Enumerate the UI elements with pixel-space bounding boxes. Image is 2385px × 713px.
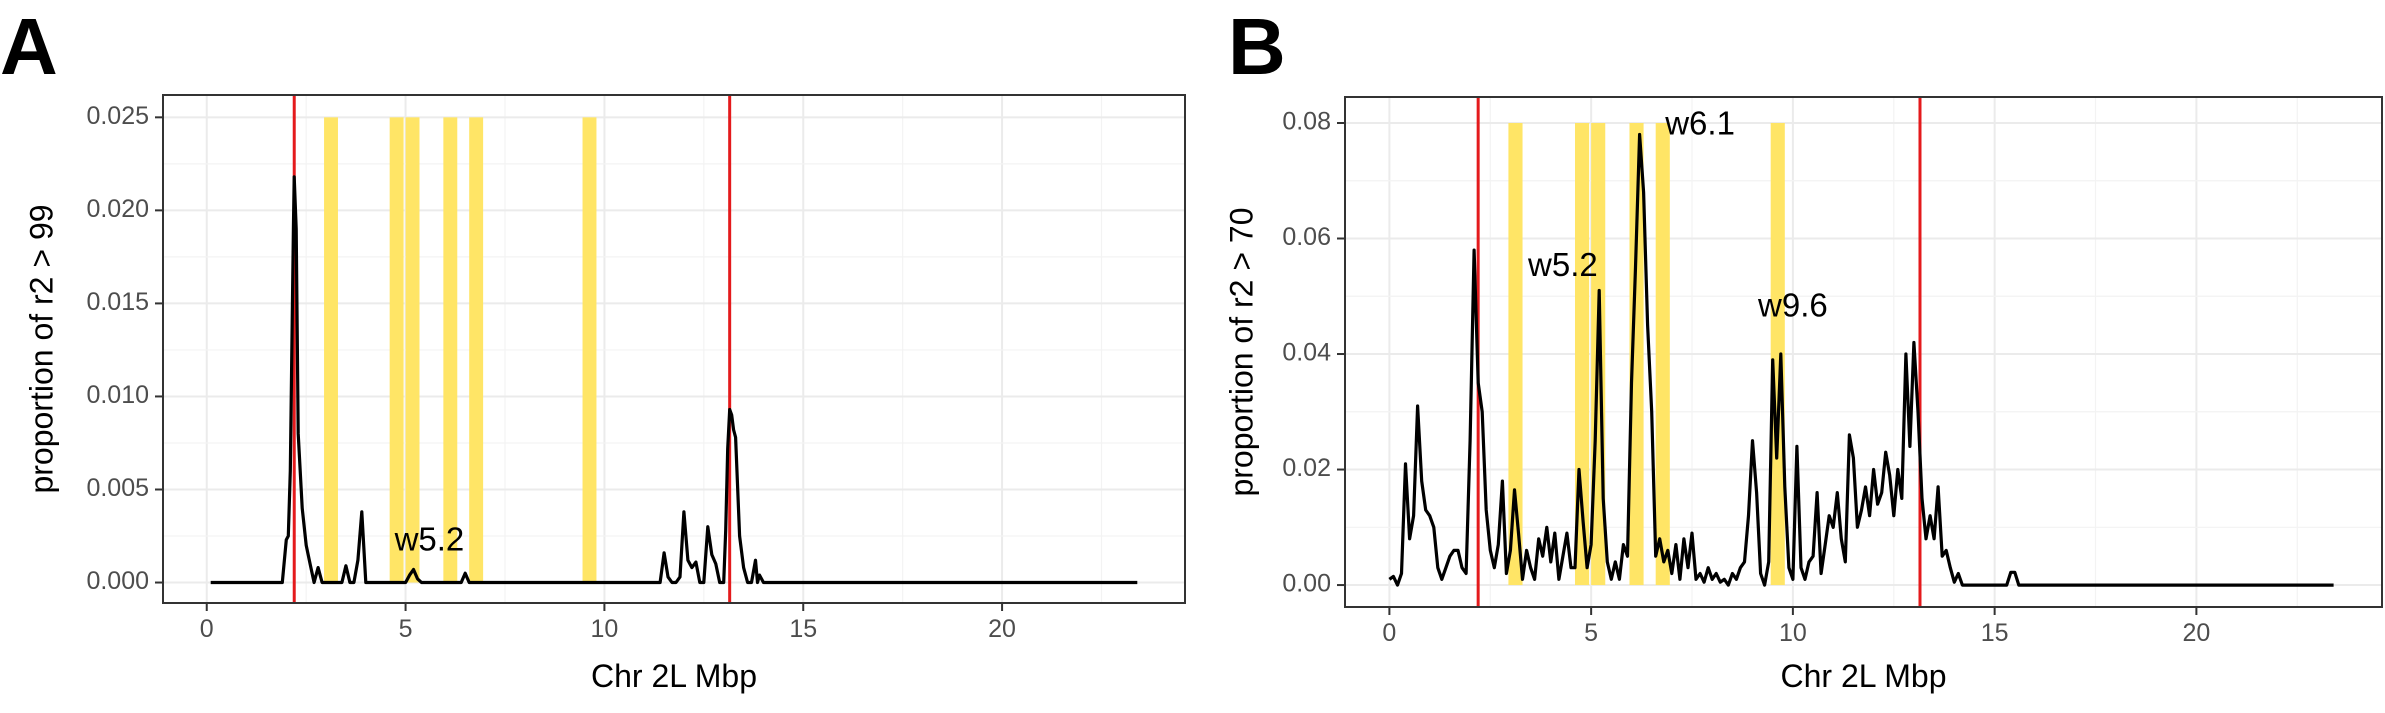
x-tick-label: 10 <box>591 615 619 643</box>
x-tick-label: 0 <box>1382 619 1396 647</box>
highlight-band <box>405 117 420 583</box>
y-tick-label: 0.020 <box>86 195 149 223</box>
highlight-band <box>324 117 338 583</box>
annotation-label: w5.2 <box>394 520 465 557</box>
panel-tag-label: B <box>1228 2 1286 91</box>
annotation-label: w9.6 <box>1757 287 1828 324</box>
panel-b: w5.2 w6.1 w9.6 0 5 10 15 20 0.00 0.02 0.04 0.06 0.08… <box>1223 2 2383 694</box>
panel-tag-label: A <box>0 2 58 91</box>
highlight-band <box>1655 122 1670 586</box>
y-tick-label: 0.000 <box>86 567 149 595</box>
y-axis-title: proportion of r2 > 99 <box>23 204 59 493</box>
y-tick-label: 0.010 <box>86 381 149 409</box>
y-tick-label: 0.005 <box>86 474 149 502</box>
y-tick-label: 0.02 <box>1282 454 1331 482</box>
x-tick-label: 0 <box>200 615 214 643</box>
x-tick-label: 20 <box>2182 619 2210 647</box>
x-tick-label: 10 <box>1779 619 1807 647</box>
panel-a: w5.2 0 5 10 15 20 0.000 0.005 0.010 0.015 0.020 0.0… <box>0 2 1186 694</box>
y-tick-label: 0.00 <box>1282 570 1331 598</box>
x-tick-label: 15 <box>1981 619 2009 647</box>
x-axis-title: Chr 2L Mbp <box>591 658 757 694</box>
y-tick-label: 0.015 <box>86 288 149 316</box>
y-tick-label: 0.08 <box>1282 108 1331 136</box>
x-tick-label: 20 <box>988 615 1016 643</box>
x-tick-label: 15 <box>789 615 817 643</box>
highlight-band <box>443 117 458 583</box>
highlight-band <box>389 117 404 583</box>
annotation-label: w5.2 <box>1527 246 1598 283</box>
y-tick-label: 0.025 <box>86 102 149 130</box>
y-tick-label: 0.04 <box>1282 339 1331 367</box>
series-line <box>1388 132 2334 587</box>
y-tick-label: 0.06 <box>1282 223 1331 251</box>
highlight-band <box>469 117 484 583</box>
x-tick-label: 5 <box>1584 619 1598 647</box>
y-axis-title: proportion of r2 > 70 <box>1223 207 1259 496</box>
panel-border <box>1344 96 2383 608</box>
x-tick-label: 5 <box>399 615 413 643</box>
plot-background <box>163 95 1185 603</box>
x-axis-title: Chr 2L Mbp <box>1781 658 1947 694</box>
highlight-band <box>1770 122 1785 586</box>
highlight-band <box>1508 122 1523 586</box>
highlight-band <box>582 117 597 583</box>
panel-border <box>162 94 1186 604</box>
series-line <box>210 175 1138 585</box>
annotation-label: w6.1 <box>1664 105 1735 142</box>
highlight-band <box>1629 122 1644 586</box>
